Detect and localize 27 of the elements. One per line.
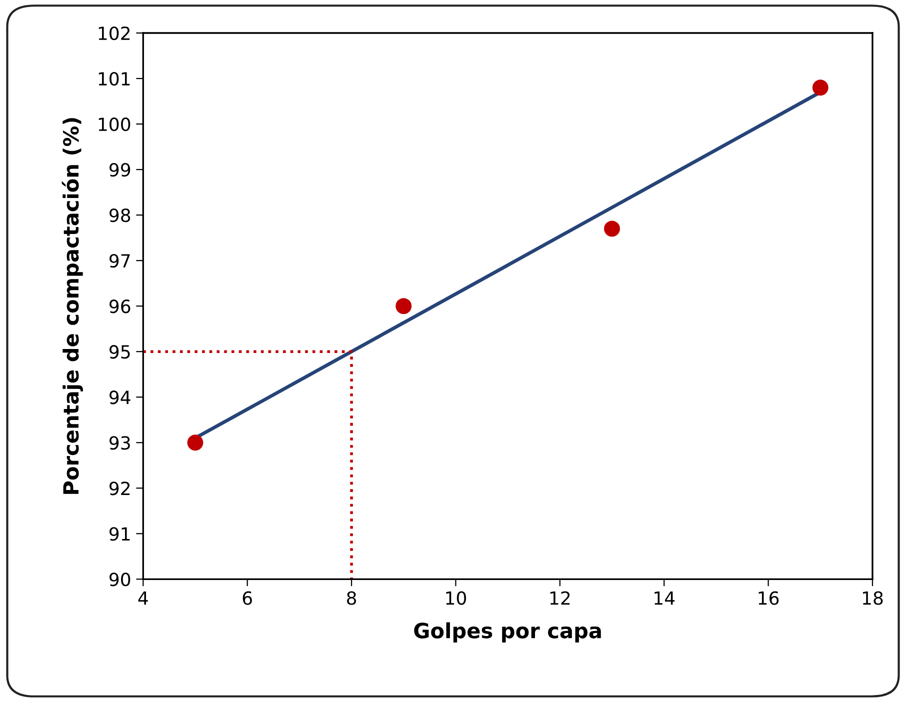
y-tick-label: 93	[110, 436, 130, 450]
y-tick-label: 97	[110, 254, 130, 268]
y-tick-label: 90	[110, 572, 130, 586]
y-tick-label: 96	[110, 300, 130, 314]
x-tick-label: 14	[654, 592, 675, 605]
y-axis-title: Porcentaje de compactación (%)	[62, 118, 83, 494]
y-tick-label: 102	[98, 26, 130, 40]
point	[396, 298, 412, 314]
y-tick-label: 101	[98, 72, 130, 86]
y-tick-label: 91	[110, 527, 130, 541]
x-tick-label: 12	[550, 591, 570, 605]
x-tick-label: 16	[758, 591, 779, 605]
y-tick-label: 95	[110, 345, 130, 359]
y-tick-label: 94	[110, 390, 130, 404]
x-tick-label: 18	[862, 591, 883, 605]
y-tick-label: 92	[110, 482, 130, 496]
x-tick-label: 8	[347, 591, 356, 605]
y-tick-label: 98	[110, 208, 130, 222]
point	[187, 434, 204, 451]
point	[812, 80, 828, 96]
x-tick-label: 10	[446, 591, 466, 605]
x-tick-label: 6	[242, 591, 252, 605]
point	[604, 220, 620, 237]
y-tick-label: 99	[110, 162, 130, 177]
x-tick-label: 4	[138, 592, 148, 605]
x-axis-title: Golpes por capa	[414, 622, 601, 642]
y-tick-label: 100	[98, 117, 130, 132]
